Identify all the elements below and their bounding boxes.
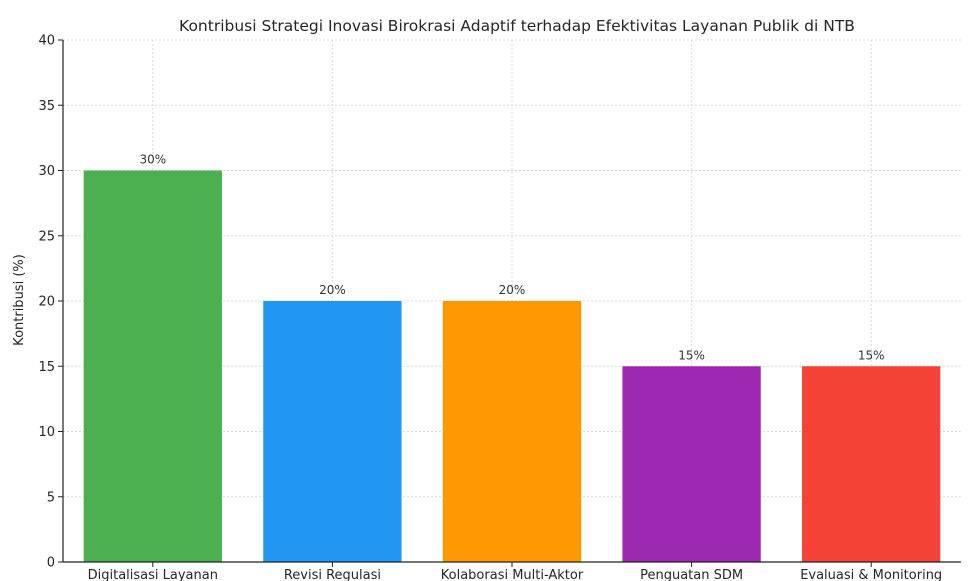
x-tick-label: Evaluasi & Monitoring — [800, 568, 942, 581]
y-tick-label: 25 — [38, 229, 55, 244]
bar — [442, 301, 582, 562]
labels: 0 5 10 15 20 25 30 35 40 30% Digitalisasi Layanan 2… — [38, 34, 942, 581]
y-tick-label: 30 — [38, 164, 55, 179]
y-tick-label: 5 — [47, 490, 55, 505]
y-tick-label: 35 — [38, 99, 55, 114]
bar-value-label: 15% — [858, 348, 885, 362]
bar — [263, 301, 402, 562]
bar — [622, 366, 761, 562]
y-axis-label: Kontribusi (%) — [12, 254, 27, 346]
bar-value-label: 20% — [499, 283, 526, 297]
y-tick-label: 20 — [38, 295, 55, 310]
y-tick-label: 0 — [47, 556, 55, 571]
x-tick-label: Revisi Regulasi — [284, 568, 381, 581]
bars — [83, 170, 941, 562]
y-tick-label: 10 — [38, 425, 55, 440]
y-tick-label: 40 — [38, 34, 55, 49]
x-tick-label: Kolaborasi Multi-Aktor — [441, 568, 584, 581]
bar-value-label: 30% — [139, 153, 166, 167]
bar-value-label: 15% — [678, 348, 705, 362]
x-tick-label: Penguatan SDM — [640, 568, 743, 581]
y-tick-label: 15 — [38, 360, 55, 375]
chart-title: Kontribusi Strategi Inovasi Birokrasi Ad… — [179, 17, 855, 35]
bar-value-label: 20% — [319, 283, 346, 297]
x-tick-label: Digitalisasi Layanan — [88, 568, 218, 581]
bar — [83, 170, 222, 562]
axes — [58, 39, 961, 567]
bar — [802, 366, 941, 562]
